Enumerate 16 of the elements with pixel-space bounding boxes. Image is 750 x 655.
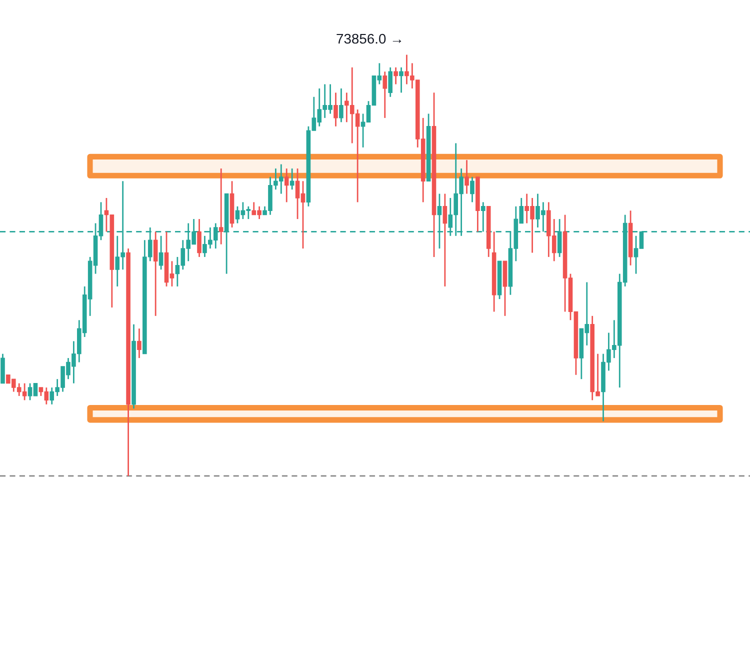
candlestick xyxy=(339,88,344,123)
candlestick xyxy=(137,328,142,359)
candlestick xyxy=(153,230,158,317)
candlestick xyxy=(442,193,448,288)
candlestick xyxy=(334,92,338,128)
candlestick xyxy=(218,168,224,246)
candlestick xyxy=(284,168,289,203)
candlestick xyxy=(158,235,164,270)
text: 73856.0 → xyxy=(336,34,402,44)
candlestick xyxy=(464,159,469,194)
candlestick xyxy=(388,66,392,98)
candlestick xyxy=(394,66,398,85)
candlestick xyxy=(197,218,202,258)
candlestick xyxy=(399,66,404,94)
candlestick xyxy=(382,70,388,119)
candlestick xyxy=(470,176,474,203)
